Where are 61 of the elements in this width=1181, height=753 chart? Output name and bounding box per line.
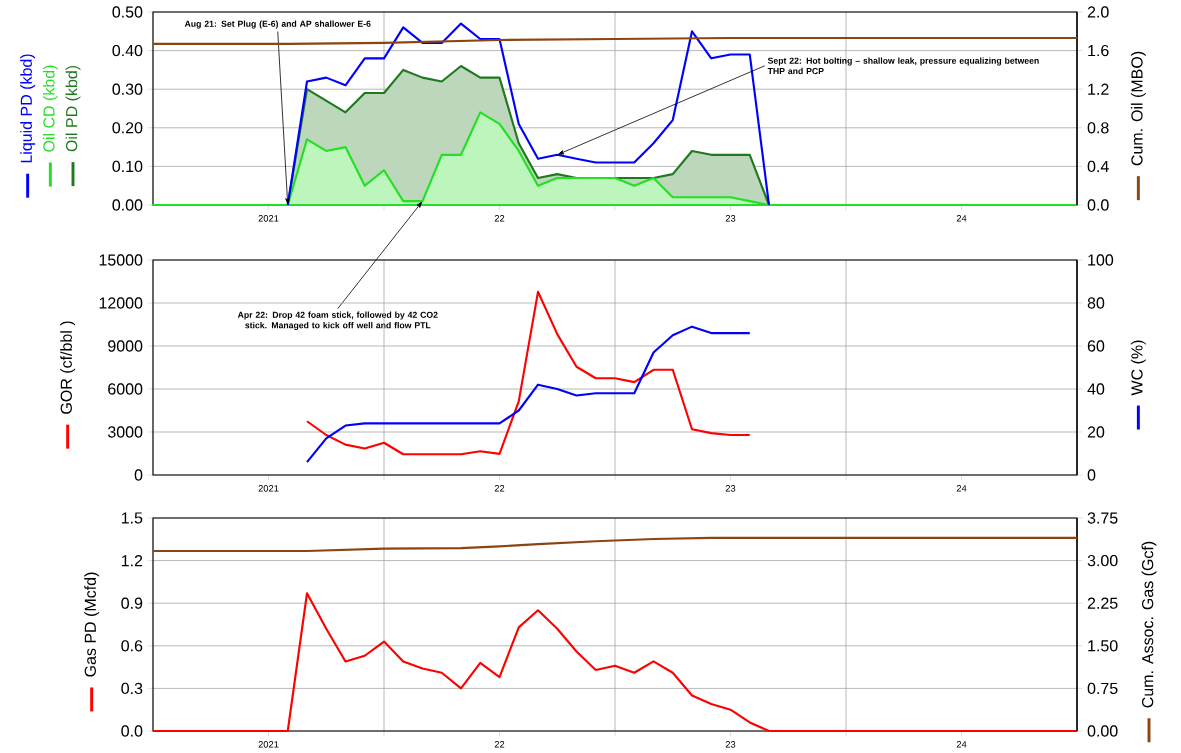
x-tick-label: 24 (956, 741, 967, 748)
y2-tick-label: 1.50 (1088, 640, 1118, 652)
y-axis-title: GOR (cf/bbl ) (60, 321, 76, 414)
text: Oil PD (kbd) (65, 65, 81, 152)
x-tick-label: 2021 (258, 215, 279, 222)
y-axis-title: Gas PD (Mcfd) (84, 572, 100, 677)
annotation: Aug 21: Set Plug (E-6) and AP shallower E-6 (184, 20, 371, 29)
y-tick-label: 0.3 (121, 682, 143, 695)
y-tick-label: 15000 (99, 254, 143, 266)
text: Oil CD (kbd) (42, 65, 58, 152)
y2-tick-label: 0.8 (1087, 122, 1109, 134)
x-tick-label: 24 (956, 485, 967, 492)
x-tick-label: 23 (725, 215, 736, 222)
x-tick-label: 22 (494, 485, 505, 492)
y2-tick-label: 2.25 (1087, 597, 1118, 609)
y-tick-label: 3000 (107, 426, 143, 438)
y-tick-label: 0.50 (112, 6, 143, 18)
y2-tick-label: 80 (1087, 297, 1105, 309)
annotation: Apr 22: Drop 42 foam stick, followed by 42 CO2 stick. Managed to kick off well and flow PTL (237, 311, 438, 331)
y2-tick-label: 0.75 (1087, 682, 1118, 695)
y2-tick-label: 0 (1087, 469, 1096, 481)
x-tick-label: 2021 (258, 741, 279, 748)
y-tick-label: 12000 (99, 297, 143, 309)
y-tick-label: 0.00 (112, 199, 143, 211)
y-tick-label: 0 (134, 469, 143, 481)
line-series (151, 536, 1079, 553)
x-tick-label: 23 (725, 741, 736, 748)
y2-tick-label: 3.00 (1087, 554, 1118, 567)
x-tick-label: 23 (725, 485, 736, 492)
annotation: Sept 22: Hot bolting – shallow leak, pressure equalizing between THP and PCP (767, 57, 1039, 75)
y2-tick-label: 100 (1088, 254, 1114, 266)
y-tick-label: 0.30 (112, 83, 143, 95)
x-tick-label: 22 (494, 741, 505, 748)
y2-tick-label: 2.0 (1087, 6, 1109, 18)
y-tick-label: 0.10 (112, 160, 143, 173)
y2-tick-label: 40 (1087, 383, 1105, 395)
y2-axis-title: WC (%) (1130, 340, 1146, 396)
text: Liquid PD (kbd) (20, 54, 36, 163)
x-tick-label: 2021 (258, 485, 279, 492)
x-tick-label: 22 (494, 215, 505, 222)
x-tick-label: 24 (956, 215, 967, 222)
y-tick-label: 0.20 (112, 122, 143, 134)
y2-axis-title: Cum. Oil (MBO) (1130, 51, 1146, 166)
y2-axis-title: Cum. Assoc. Gas (Gcf) (1141, 541, 1157, 708)
y-tick-label: 0.40 (112, 44, 143, 57)
y2-tick-label: 1.6 (1088, 44, 1109, 57)
y2-tick-label: 60 (1087, 340, 1105, 352)
y2-tick-label: 20 (1087, 426, 1105, 438)
y-tick-label: 1.5 (121, 512, 143, 524)
y-tick-label: 6000 (108, 383, 143, 395)
y2-tick-label: 1.2 (1088, 83, 1109, 95)
y-tick-label: 1.2 (121, 555, 143, 567)
y-tick-label: 9000 (108, 340, 143, 352)
line-series (151, 592, 1079, 733)
y-tick-label: 0.0 (121, 725, 143, 737)
y2-tick-label: 0.0 (1087, 199, 1109, 211)
y2-tick-label: 0.00 (1087, 725, 1118, 737)
y2-tick-label: 3.75 (1087, 512, 1118, 524)
y-tick-label: 0.9 (121, 597, 143, 609)
y-tick-label: 0.6 (121, 640, 143, 652)
y2-tick-label: 0.4 (1087, 160, 1109, 173)
